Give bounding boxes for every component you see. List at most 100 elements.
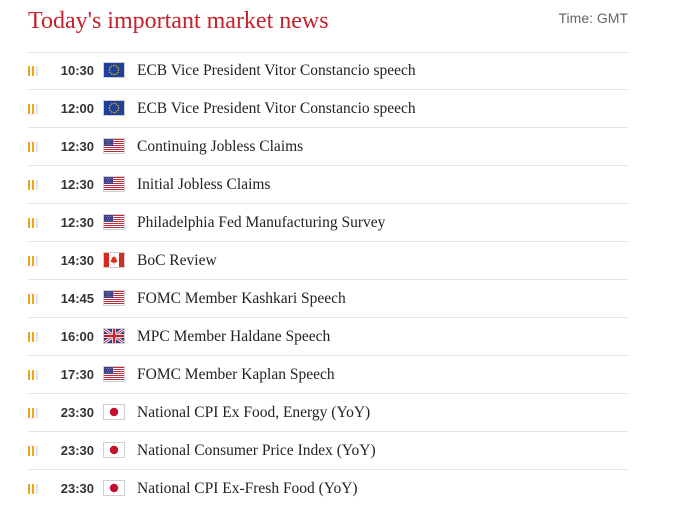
event-time: 14:45 xyxy=(60,291,94,306)
event-time: 23:30 xyxy=(60,405,94,420)
uk-flag-icon xyxy=(103,328,125,344)
event-title[interactable]: Initial Jobless Claims xyxy=(137,176,271,193)
news-header: Today's important market news Time: GMT xyxy=(28,0,628,53)
event-title[interactable]: Continuing Jobless Claims xyxy=(137,138,304,155)
impact-bar xyxy=(28,294,30,304)
news-list: 10:30 ECB Vice President Vitor Constancio… xyxy=(28,52,628,507)
impact-bar xyxy=(32,180,34,190)
impact-bar xyxy=(32,484,34,494)
event-time: 12:30 xyxy=(60,177,94,192)
impact-indicator-icon xyxy=(28,446,40,456)
impact-indicator-icon xyxy=(28,256,40,266)
news-row[interactable]: 23:30 National CPI Ex Food, Energy (YoY) xyxy=(28,394,628,432)
impact-bar xyxy=(36,332,38,342)
news-row[interactable]: 12:00 ECB Vice President Vitor Constancio… xyxy=(28,90,628,128)
event-title[interactable]: Philadelphia Fed Manufacturing Survey xyxy=(137,214,386,231)
impact-bar xyxy=(32,104,34,114)
us-flag-icon xyxy=(103,290,125,306)
impact-indicator-icon xyxy=(28,408,40,418)
timezone-label: Time: GMT xyxy=(558,10,628,26)
impact-indicator-icon xyxy=(28,484,40,494)
impact-bar xyxy=(28,408,30,418)
news-row[interactable]: 23:30 National CPI Ex-Fresh Food (YoY) xyxy=(28,470,628,507)
impact-indicator-icon xyxy=(28,294,40,304)
impact-bar xyxy=(32,218,34,228)
event-time: 12:30 xyxy=(60,215,94,230)
impact-indicator-icon xyxy=(28,142,40,152)
impact-bar xyxy=(32,408,34,418)
impact-bar xyxy=(28,446,30,456)
impact-bar xyxy=(36,484,38,494)
impact-bar xyxy=(28,256,30,266)
page-title: Today's important market news xyxy=(28,8,329,34)
event-title[interactable]: National CPI Ex-Fresh Food (YoY) xyxy=(137,480,358,497)
impact-bar xyxy=(36,370,38,380)
event-title[interactable]: BoC Review xyxy=(137,252,217,269)
impact-bar xyxy=(36,408,38,418)
jp-flag-icon xyxy=(103,442,125,458)
news-row[interactable]: 23:30 National Consumer Price Index (YoY) xyxy=(28,432,628,470)
event-title[interactable]: FOMC Member Kashkari Speech xyxy=(137,290,346,307)
impact-bar xyxy=(32,332,34,342)
impact-bar xyxy=(36,66,38,76)
news-row[interactable]: 14:30 BoC Review xyxy=(28,242,628,280)
impact-indicator-icon xyxy=(28,180,40,190)
event-time: 12:00 xyxy=(60,101,94,116)
news-row[interactable]: 14:45 FOMC Member Kashkari Speech xyxy=(28,280,628,318)
eu-flag-icon xyxy=(103,100,125,116)
event-time: 17:30 xyxy=(60,367,94,382)
impact-bar xyxy=(28,332,30,342)
impact-bar xyxy=(32,446,34,456)
impact-bar xyxy=(28,370,30,380)
event-title[interactable]: FOMC Member Kaplan Speech xyxy=(137,366,335,383)
impact-bar xyxy=(28,180,30,190)
impact-bar xyxy=(36,218,38,228)
us-flag-icon xyxy=(103,366,125,382)
jp-flag-icon xyxy=(103,404,125,420)
impact-bar xyxy=(28,66,30,76)
impact-bar xyxy=(28,484,30,494)
event-time: 16:00 xyxy=(60,329,94,344)
event-time: 14:30 xyxy=(60,253,94,268)
impact-indicator-icon xyxy=(28,66,40,76)
news-row[interactable]: 12:30 Philadelphia Fed Manufacturing Surv… xyxy=(28,204,628,242)
ca-flag-icon xyxy=(103,252,125,268)
us-flag-icon xyxy=(103,214,125,230)
impact-bar xyxy=(36,256,38,266)
impact-bar xyxy=(28,218,30,228)
event-title[interactable]: MPC Member Haldane Speech xyxy=(137,328,331,345)
impact-bar xyxy=(36,294,38,304)
jp-flag-icon xyxy=(103,480,125,496)
eu-flag-icon xyxy=(103,62,125,78)
impact-bar xyxy=(36,446,38,456)
us-flag-icon xyxy=(103,176,125,192)
event-time: 23:30 xyxy=(60,443,94,458)
impact-bar xyxy=(32,256,34,266)
event-title[interactable]: ECB Vice President Vitor Constancio spee… xyxy=(137,62,416,79)
impact-bar xyxy=(32,66,34,76)
event-title[interactable]: National Consumer Price Index (YoY) xyxy=(137,442,376,459)
news-row[interactable]: 17:30 FOMC Member Kaplan Speech xyxy=(28,356,628,394)
impact-indicator-icon xyxy=(28,104,40,114)
impact-indicator-icon xyxy=(28,332,40,342)
impact-indicator-icon xyxy=(28,218,40,228)
news-row[interactable]: 12:30 Continuing Jobless Claims xyxy=(28,128,628,166)
event-time: 10:30 xyxy=(60,63,94,78)
impact-bar xyxy=(32,370,34,380)
news-row[interactable]: 12:30 Initial Jobless Claims xyxy=(28,166,628,204)
impact-bar xyxy=(32,142,34,152)
event-time: 12:30 xyxy=(60,139,94,154)
impact-indicator-icon xyxy=(28,370,40,380)
event-title[interactable]: National CPI Ex Food, Energy (YoY) xyxy=(137,404,371,421)
impact-bar xyxy=(28,142,30,152)
event-time: 23:30 xyxy=(60,481,94,496)
impact-bar xyxy=(32,294,34,304)
impact-bar xyxy=(28,104,30,114)
impact-bar xyxy=(36,142,38,152)
impact-bar xyxy=(36,104,38,114)
news-row[interactable]: 10:30 ECB Vice President Vitor Constancio… xyxy=(28,52,628,90)
us-flag-icon xyxy=(103,138,125,154)
news-row[interactable]: 16:00 MPC Member Haldane Speech xyxy=(28,318,628,356)
event-title[interactable]: ECB Vice President Vitor Constancio spee… xyxy=(137,100,416,117)
impact-bar xyxy=(36,180,38,190)
